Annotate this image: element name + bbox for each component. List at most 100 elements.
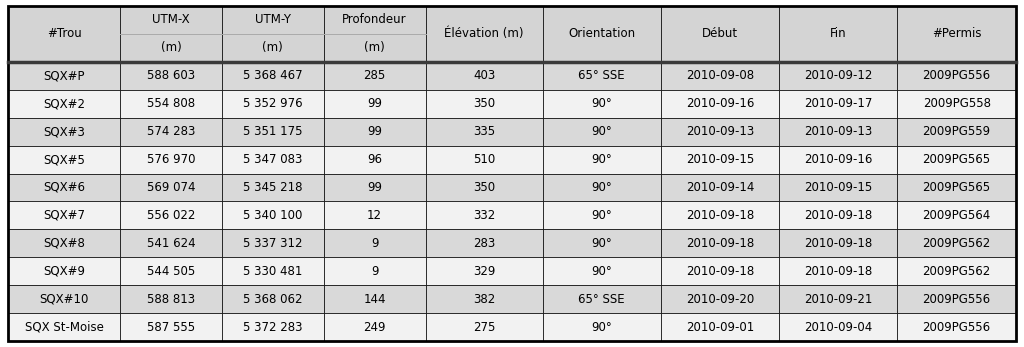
Text: #Permis: #Permis bbox=[932, 27, 981, 40]
Text: 2010-09-16: 2010-09-16 bbox=[686, 97, 754, 110]
Text: 285: 285 bbox=[364, 69, 386, 82]
Text: 90°: 90° bbox=[592, 265, 612, 278]
Bar bbox=[897, 313, 1016, 341]
Text: 2010-09-18: 2010-09-18 bbox=[804, 237, 872, 250]
Bar bbox=[779, 313, 897, 341]
Bar bbox=[660, 229, 779, 257]
Bar bbox=[779, 285, 897, 313]
Bar bbox=[660, 90, 779, 118]
Bar bbox=[426, 146, 543, 174]
Bar bbox=[8, 313, 120, 341]
Bar bbox=[222, 62, 324, 90]
Text: 588 813: 588 813 bbox=[147, 293, 196, 306]
Text: 544 505: 544 505 bbox=[147, 265, 196, 278]
Text: 2010-09-18: 2010-09-18 bbox=[686, 237, 754, 250]
Text: #Trou: #Trou bbox=[47, 27, 82, 40]
Text: 350: 350 bbox=[473, 181, 496, 194]
Bar bbox=[222, 229, 324, 257]
Text: 5 347 083: 5 347 083 bbox=[243, 153, 302, 166]
Text: Élévation (m): Élévation (m) bbox=[444, 27, 524, 40]
Bar bbox=[120, 62, 222, 90]
Text: 2010-09-14: 2010-09-14 bbox=[686, 181, 754, 194]
Bar bbox=[222, 313, 324, 341]
Text: 587 555: 587 555 bbox=[147, 321, 196, 333]
Text: 96: 96 bbox=[368, 153, 382, 166]
Text: 2009PG556: 2009PG556 bbox=[923, 321, 990, 333]
Text: 554 808: 554 808 bbox=[147, 97, 196, 110]
Text: 90°: 90° bbox=[592, 321, 612, 333]
Bar bbox=[8, 146, 120, 174]
Text: 2010-09-15: 2010-09-15 bbox=[686, 153, 754, 166]
Bar bbox=[222, 174, 324, 201]
Bar bbox=[8, 62, 120, 90]
Text: 350: 350 bbox=[473, 97, 496, 110]
Text: 2009PG565: 2009PG565 bbox=[923, 181, 990, 194]
Bar bbox=[222, 90, 324, 118]
Text: 382: 382 bbox=[473, 293, 496, 306]
Text: 569 074: 569 074 bbox=[146, 181, 196, 194]
Text: 2010-09-16: 2010-09-16 bbox=[804, 153, 872, 166]
Text: 65° SSE: 65° SSE bbox=[579, 69, 625, 82]
Text: 99: 99 bbox=[368, 97, 382, 110]
Text: 2009PG556: 2009PG556 bbox=[923, 69, 990, 82]
Text: UTM-X: UTM-X bbox=[153, 13, 189, 26]
Text: 2010-09-15: 2010-09-15 bbox=[804, 181, 872, 194]
Bar bbox=[222, 6, 324, 62]
Text: 5 368 062: 5 368 062 bbox=[243, 293, 303, 306]
Text: 5 330 481: 5 330 481 bbox=[243, 265, 302, 278]
Bar bbox=[8, 257, 120, 285]
Bar bbox=[779, 146, 897, 174]
Text: SQX#6: SQX#6 bbox=[43, 181, 85, 194]
Bar bbox=[426, 62, 543, 90]
Bar bbox=[660, 285, 779, 313]
Bar bbox=[543, 229, 660, 257]
Text: 2009PG562: 2009PG562 bbox=[923, 237, 991, 250]
Bar bbox=[426, 90, 543, 118]
Text: 541 624: 541 624 bbox=[146, 237, 196, 250]
Text: 2009PG558: 2009PG558 bbox=[923, 97, 990, 110]
Bar bbox=[120, 118, 222, 146]
Bar bbox=[543, 6, 660, 62]
Text: 2010-09-08: 2010-09-08 bbox=[686, 69, 754, 82]
Bar bbox=[779, 257, 897, 285]
Bar bbox=[779, 90, 897, 118]
Bar bbox=[8, 90, 120, 118]
Bar bbox=[324, 90, 426, 118]
Text: (m): (m) bbox=[161, 41, 181, 54]
Bar bbox=[324, 285, 426, 313]
Text: 2010-09-18: 2010-09-18 bbox=[686, 209, 754, 222]
Text: SQX#3: SQX#3 bbox=[43, 125, 85, 138]
Text: 283: 283 bbox=[473, 237, 496, 250]
Text: SQX#9: SQX#9 bbox=[43, 265, 85, 278]
Text: 5 340 100: 5 340 100 bbox=[243, 209, 302, 222]
Bar bbox=[222, 285, 324, 313]
Text: 2010-09-13: 2010-09-13 bbox=[804, 125, 872, 138]
Text: 90°: 90° bbox=[592, 209, 612, 222]
Text: 2010-09-21: 2010-09-21 bbox=[804, 293, 872, 306]
Text: SQX#5: SQX#5 bbox=[43, 153, 85, 166]
Bar bbox=[779, 201, 897, 229]
Bar bbox=[897, 118, 1016, 146]
Text: 99: 99 bbox=[368, 181, 382, 194]
Text: UTM-Y: UTM-Y bbox=[255, 13, 291, 26]
Text: 90°: 90° bbox=[592, 181, 612, 194]
Text: Fin: Fin bbox=[829, 27, 847, 40]
Text: 5 352 976: 5 352 976 bbox=[243, 97, 303, 110]
Bar bbox=[120, 285, 222, 313]
Bar bbox=[426, 201, 543, 229]
Text: (m): (m) bbox=[365, 41, 385, 54]
Bar bbox=[8, 174, 120, 201]
Bar bbox=[543, 257, 660, 285]
Text: 2010-09-20: 2010-09-20 bbox=[686, 293, 754, 306]
Bar bbox=[426, 174, 543, 201]
Text: 332: 332 bbox=[473, 209, 496, 222]
Text: Début: Début bbox=[701, 27, 738, 40]
Text: 2009PG562: 2009PG562 bbox=[923, 265, 991, 278]
Bar bbox=[8, 229, 120, 257]
Bar bbox=[222, 201, 324, 229]
Bar bbox=[660, 313, 779, 341]
Bar bbox=[120, 229, 222, 257]
Bar bbox=[426, 257, 543, 285]
Text: 249: 249 bbox=[364, 321, 386, 333]
Text: 2010-09-01: 2010-09-01 bbox=[686, 321, 754, 333]
